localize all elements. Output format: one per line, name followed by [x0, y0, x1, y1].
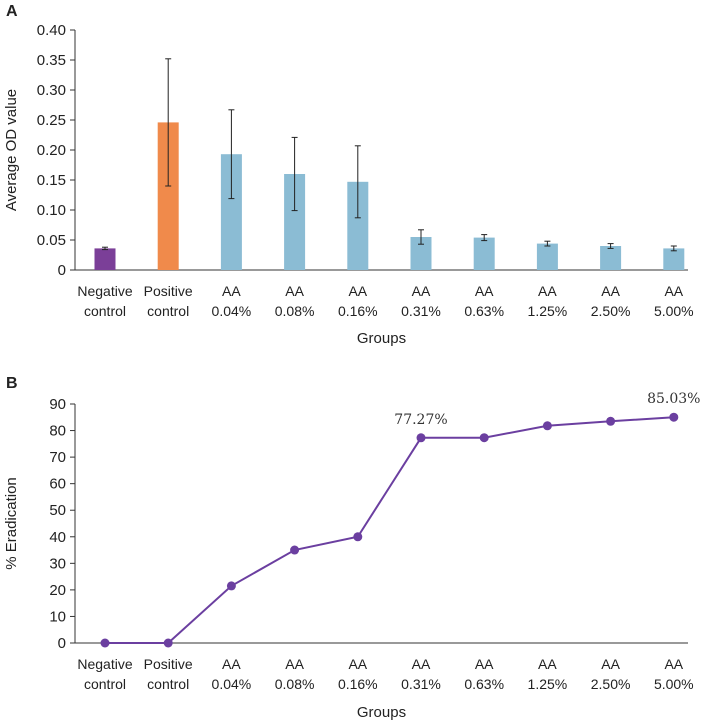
category-label-line1: AA [601, 656, 620, 672]
category-label-line2: control [147, 303, 189, 319]
category-label-line1: AA [348, 283, 367, 299]
category-label-line1: Positive [144, 656, 193, 672]
y-tick-label: 80 [49, 423, 66, 440]
data-label: 85.03% [647, 391, 700, 407]
category-label-line2: 2.50% [591, 303, 631, 319]
y-tick-label: 60 [49, 476, 66, 493]
category-label-line2: 5.00% [654, 676, 694, 692]
y-tick-label: 0.15 [37, 172, 66, 189]
y-tick-label: 0.05 [37, 232, 66, 249]
category-label-line2: 0.16% [338, 303, 378, 319]
series-line [105, 416, 674, 644]
y-tick-label: 10 [49, 608, 66, 625]
category-label-line1: Negative [77, 283, 132, 299]
data-point [606, 416, 616, 426]
category-label-line2: 0.63% [464, 303, 504, 319]
category-label-line1: AA [222, 283, 241, 299]
category-label-line1: AA [285, 656, 304, 672]
y-tick-label: 0 [58, 262, 66, 279]
category-label-line1: AA [475, 283, 494, 299]
category-label-line2: control [84, 676, 126, 692]
y-tick-label: 90 [49, 396, 66, 413]
category-label-line1: AA [285, 283, 304, 299]
y-tick-label: 20 [49, 582, 66, 599]
bar [473, 237, 495, 270]
data-point [226, 581, 236, 591]
data-point [542, 421, 552, 431]
y-axis-title: Average OD value [3, 89, 20, 211]
y-tick-label: 0.30 [37, 82, 66, 99]
category-label-line2: 1.25% [528, 303, 568, 319]
category-label-line2: 0.04% [212, 303, 252, 319]
y-tick-label: 0.10 [37, 202, 66, 219]
category-label-line2: 5.00% [654, 303, 694, 319]
category-label-line2: 0.31% [401, 303, 441, 319]
bar [220, 154, 242, 270]
category-label-line2: 0.08% [275, 676, 315, 692]
y-tick-label: 70 [49, 449, 66, 466]
category-label-line1: AA [601, 283, 620, 299]
panel-a-label: A [6, 3, 18, 20]
category-label-line2: 1.25% [528, 676, 568, 692]
x-axis-title: Groups [357, 704, 406, 721]
category-label-line2: 0.16% [338, 676, 378, 692]
bar [157, 122, 179, 271]
bar [663, 248, 685, 270]
data-point [163, 638, 173, 648]
category-label-line1: AA [348, 656, 367, 672]
category-label-line1: AA [664, 283, 683, 299]
category-label-line2: 0.31% [401, 676, 441, 692]
y-tick-label: 0.25 [37, 112, 66, 129]
bar [284, 174, 306, 270]
category-label-line1: Positive [144, 283, 193, 299]
category-label-line2: 2.50% [591, 676, 631, 692]
bar [347, 181, 369, 270]
bar [94, 248, 116, 270]
y-axis-title: % Eradication [3, 477, 20, 570]
bar [600, 246, 622, 270]
category-label-line2: 0.08% [275, 303, 315, 319]
category-label-line1: AA [412, 656, 431, 672]
category-label-line2: control [84, 303, 126, 319]
category-label-line1: AA [538, 283, 557, 299]
y-tick-label: 0.20 [37, 142, 66, 159]
y-tick-label: 30 [49, 555, 66, 572]
category-label-line1: AA [412, 283, 431, 299]
category-label-line1: AA [475, 656, 494, 672]
data-point [669, 412, 679, 422]
panel-b-label: B [6, 375, 18, 392]
y-tick-label: 0.40 [37, 22, 66, 39]
data-point [416, 433, 426, 443]
x-axis-title: Groups [357, 330, 406, 347]
category-label-line2: 0.04% [212, 676, 252, 692]
y-tick-label: 50 [49, 502, 66, 519]
bar [536, 243, 558, 270]
category-label-line1: AA [222, 656, 241, 672]
y-tick-label: 0.35 [37, 52, 66, 69]
category-label-line1: AA [538, 656, 557, 672]
category-label-line1: Negative [77, 656, 132, 672]
data-point [290, 545, 300, 555]
data-point [479, 433, 489, 443]
y-tick-label: 0 [58, 635, 66, 652]
bar [410, 237, 432, 270]
data-point [100, 638, 110, 648]
category-label-line2: 0.63% [464, 676, 504, 692]
category-label-line1: AA [664, 656, 683, 672]
y-tick-label: 40 [49, 529, 66, 546]
category-label-line2: control [147, 676, 189, 692]
data-point [353, 532, 363, 542]
data-label: 77.27% [394, 412, 447, 428]
